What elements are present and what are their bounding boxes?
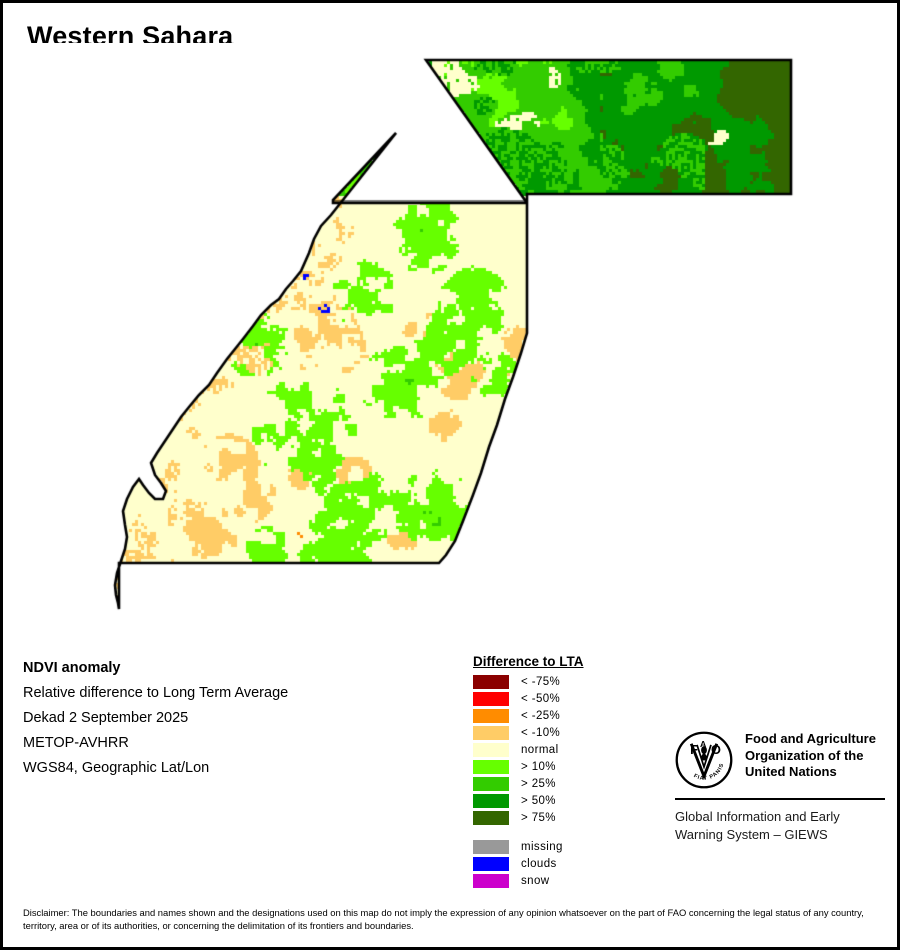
metadata-line-sensor: METOP-AVHRR — [23, 734, 129, 751]
legend-row-class-5: > 10% — [473, 758, 653, 775]
giews-subtitle: Global Information and Early Warning Sys… — [675, 808, 885, 843]
fao-name-line-1: Food and Agriculture — [745, 731, 876, 746]
metadata-line-method: Relative difference to Long Term Average — [23, 684, 289, 701]
ndvi-anomaly-map-canvas — [3, 43, 897, 623]
svg-text:O: O — [711, 742, 721, 757]
legend-row-class-8: > 75% — [473, 809, 653, 826]
giews-line-1: Global Information and Early — [675, 809, 840, 824]
legend-swatch-flag-1 — [473, 856, 509, 871]
legend-label-0: < -75% — [521, 675, 561, 688]
disclaimer-text: Disclaimer: The boundaries and names sho… — [23, 907, 864, 932]
svg-text:A: A — [700, 739, 707, 749]
legend-swatch-1 — [473, 691, 509, 706]
legend-row-class-1: < -50% — [473, 690, 653, 707]
fao-name-line-3: United Nations — [745, 764, 837, 779]
map-figure — [3, 43, 897, 623]
legend-label-3: < -10% — [521, 726, 561, 739]
fao-divider — [675, 798, 885, 800]
legend-row-class-7: > 50% — [473, 792, 653, 809]
fao-name-line-2: Organization of the — [745, 747, 864, 763]
legend-row-flag-0: missing — [473, 838, 653, 855]
giews-line-2: Warning System – GIEWS — [675, 826, 828, 842]
legend-label-6: > 25% — [521, 777, 556, 790]
legend-label-7: > 50% — [521, 794, 556, 807]
fao-branding-block: F O A FIAT PANIS Food and Agriculture Or… — [675, 729, 885, 843]
legend-swatch-7 — [473, 793, 509, 808]
legend-row-class-6: > 25% — [473, 775, 653, 792]
legend-swatch-6 — [473, 776, 509, 791]
legend-row-class-2: < -25% — [473, 707, 653, 724]
legend-label-1: < -50% — [521, 692, 561, 705]
legend-swatch-2 — [473, 708, 509, 723]
legend-row-class-3: < -10% — [473, 724, 653, 741]
legend-row-flag-1: clouds — [473, 855, 653, 872]
legend-row-flag-2: snow — [473, 872, 653, 889]
map-legend: Difference to LTA < -75% < -50% < -25% < -1… — [473, 654, 653, 889]
legend-title: Difference to LTA — [473, 654, 584, 669]
legend-row-class-0: < -75% — [473, 673, 653, 690]
svg-text:F: F — [690, 742, 698, 757]
legend-swatch-4 — [473, 742, 509, 757]
fao-logo-and-name: F O A FIAT PANIS Food and Agriculture Or… — [675, 729, 885, 789]
legend-swatch-8 — [473, 810, 509, 825]
legend-label-4: normal — [521, 743, 559, 756]
legend-swatch-0 — [473, 674, 509, 689]
metadata-line-period: Dekad 2 September 2025 — [23, 709, 189, 726]
fao-logo-icon: F O A FIAT PANIS — [675, 731, 733, 789]
legend-label-5: > 10% — [521, 760, 556, 773]
metadata-line-product: NDVI anomaly — [23, 660, 121, 676]
legend-label-flag-0: missing — [521, 840, 563, 853]
legend-class-list: < -75% < -50% < -25% < -10% normal > 10% > 25%… — [473, 673, 653, 826]
legend-swatch-3 — [473, 725, 509, 740]
legend-label-flag-2: snow — [521, 874, 550, 887]
metadata-line-projection: WGS84, Geographic Lat/Lon — [23, 759, 210, 776]
map-metadata-block: NDVI anomaly Relative difference to Long… — [23, 658, 443, 783]
fao-organization-name: Food and Agriculture Organization of the… — [745, 729, 876, 781]
legend-swatch-5 — [473, 759, 509, 774]
legend-label-8: > 75% — [521, 811, 556, 824]
legend-label-2: < -25% — [521, 709, 561, 722]
legend-swatch-flag-0 — [473, 839, 509, 854]
legend-row-class-4: normal — [473, 741, 653, 758]
legend-swatch-flag-2 — [473, 873, 509, 888]
legend-label-flag-1: clouds — [521, 857, 557, 870]
legend-flag-list: missing clouds snow — [473, 838, 653, 889]
